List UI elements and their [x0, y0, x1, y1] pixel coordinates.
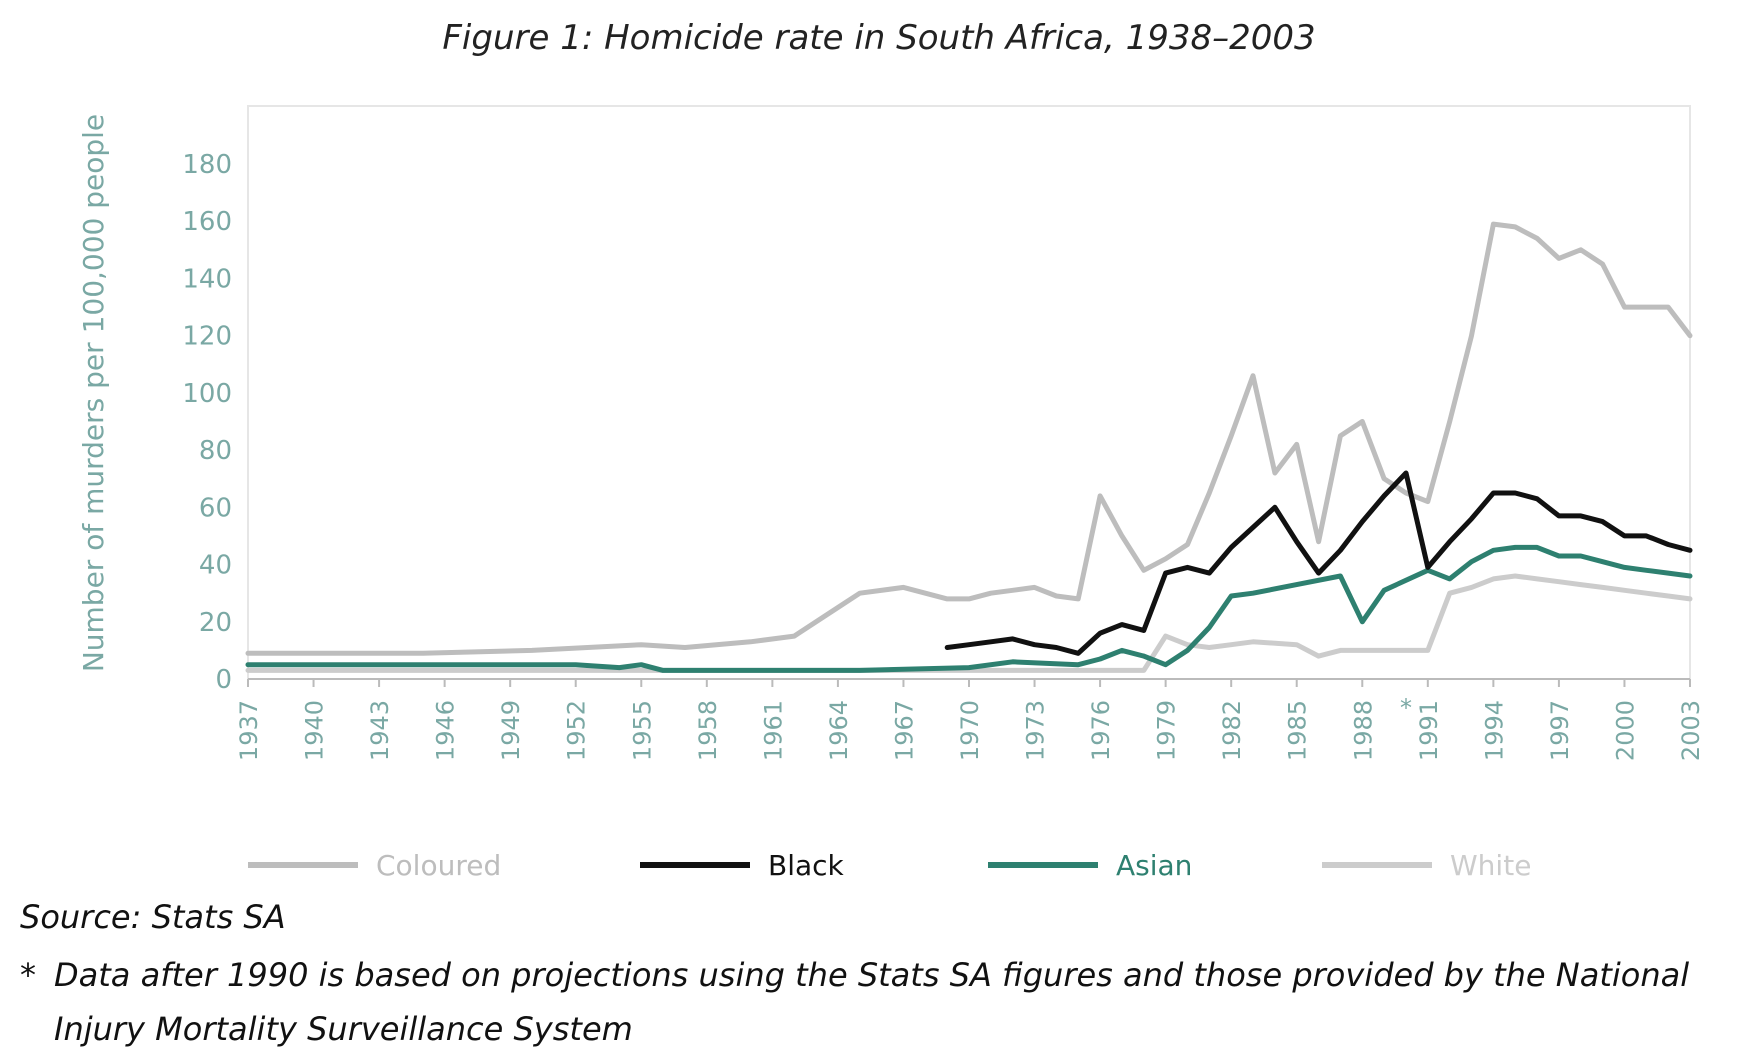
- x-tick-label: 1955: [628, 700, 656, 761]
- y-axis-title: Number of murders per 100,000 people: [77, 114, 110, 672]
- source-note: Source: Stats SA: [20, 898, 286, 936]
- data-projection-asterisk: *: [1400, 694, 1412, 722]
- x-tick-label: 1973: [1022, 700, 1050, 761]
- x-axis-ticks: 1937 1940 1943 1946 1949 1952 1955 1958 1961 1964…: [235, 679, 1705, 761]
- y-tick-label: 60: [199, 493, 232, 523]
- x-tick-label: 1967: [890, 700, 918, 761]
- y-tick-label: 120: [182, 322, 232, 352]
- y-tick-label: 20: [199, 608, 232, 638]
- legend-label-black: Black: [768, 849, 845, 882]
- footnote: * Data after 1990 is based on projection…: [20, 948, 1720, 1056]
- x-tick-label: 1961: [759, 700, 787, 761]
- y-axis-ticks: 0 20 40 60 80 100 120 140 160 180: [182, 150, 232, 695]
- x-tick-label: 1982: [1218, 700, 1246, 761]
- x-tick-label: 1952: [563, 700, 591, 761]
- x-tick-label: 1964: [825, 700, 853, 761]
- x-tick-label: 1970: [956, 700, 984, 761]
- y-tick-label: 40: [199, 551, 232, 581]
- legend-label-asian: Asian: [1116, 849, 1192, 882]
- series-line-asian: [245, 544, 1693, 673]
- plot-area-border: [247, 105, 1691, 680]
- x-tick-label: 1943: [366, 700, 394, 761]
- y-tick-label: 100: [182, 379, 232, 409]
- x-tick-label: 1988: [1349, 700, 1377, 761]
- x-tick-label: 1979: [1153, 700, 1181, 761]
- y-tick-label: 0: [215, 665, 232, 695]
- x-tick-label: 1940: [301, 700, 329, 761]
- footnote-marker: *: [20, 956, 36, 994]
- x-tick-label: 1985: [1284, 700, 1312, 761]
- y-tick-label: 80: [199, 436, 232, 466]
- x-tick-label: 1937: [235, 700, 263, 761]
- x-tick-label: 1994: [1480, 700, 1508, 761]
- y-tick-label: 180: [182, 150, 232, 180]
- x-tick-label: 2000: [1611, 700, 1639, 761]
- x-tick-label: 1991: [1415, 700, 1443, 761]
- series-line-white: [245, 573, 1693, 673]
- y-tick-label: 160: [182, 207, 232, 237]
- legend-label-white: White: [1450, 849, 1531, 882]
- x-tick-label: 1976: [1087, 700, 1115, 761]
- series-line-coloured: [245, 221, 1693, 656]
- legend: Coloured Black Asian White: [248, 849, 1531, 882]
- chart-title: Figure 1: Homicide rate in South Africa,…: [442, 18, 1316, 58]
- x-tick-label: 1958: [694, 700, 722, 761]
- x-tick-label: 1949: [497, 700, 525, 761]
- x-tick-label: 2003: [1677, 700, 1705, 761]
- x-tick-label: 1997: [1546, 700, 1574, 761]
- series-lines: [245, 221, 1693, 673]
- legend-label-coloured: Coloured: [376, 849, 501, 882]
- y-tick-label: 140: [182, 264, 232, 294]
- footnote-text: Data after 1990 is based on projections …: [54, 956, 1690, 1048]
- series-line-black: [944, 470, 1693, 656]
- x-tick-label: 1946: [432, 700, 460, 761]
